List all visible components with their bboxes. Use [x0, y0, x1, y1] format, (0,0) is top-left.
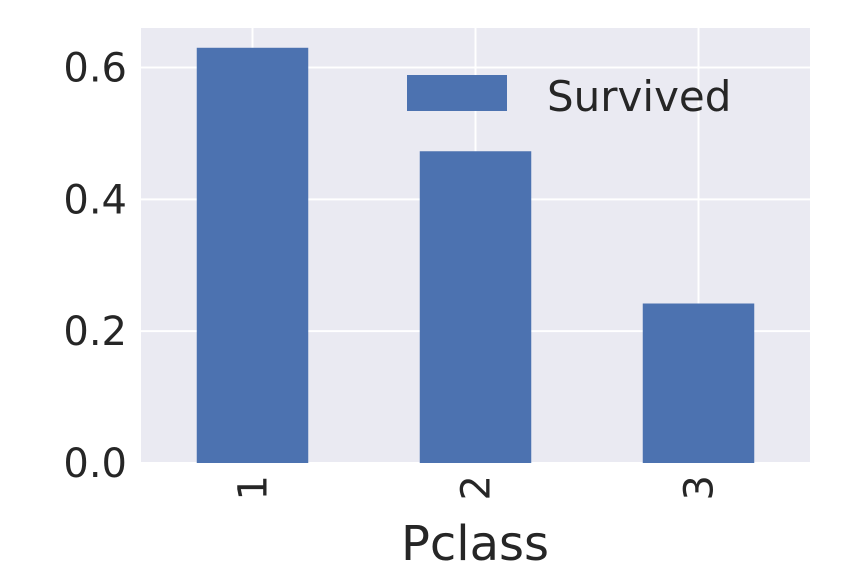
x-tick-label: 2: [454, 475, 500, 500]
x-tick-label: 3: [677, 475, 723, 500]
y-tick-label: 0.0: [63, 441, 127, 487]
y-tick-label: 0.4: [63, 177, 127, 223]
bar: [642, 303, 755, 463]
bar: [419, 151, 532, 463]
x-tick-label: 1: [231, 475, 277, 500]
bars: [196, 47, 755, 463]
x-tick-labels: 1 2 3: [231, 475, 723, 500]
legend-swatch: [407, 75, 507, 111]
x-axis-label: Pclass: [401, 516, 549, 572]
legend-label: Survived: [547, 72, 731, 121]
y-tick-label: 0.2: [63, 309, 127, 355]
y-tick-label: 0.6: [63, 46, 127, 92]
y-tick-labels: 0.0 0.2 0.4 0.6: [63, 46, 127, 487]
bar: [196, 47, 309, 463]
legend: Survived: [407, 72, 731, 121]
